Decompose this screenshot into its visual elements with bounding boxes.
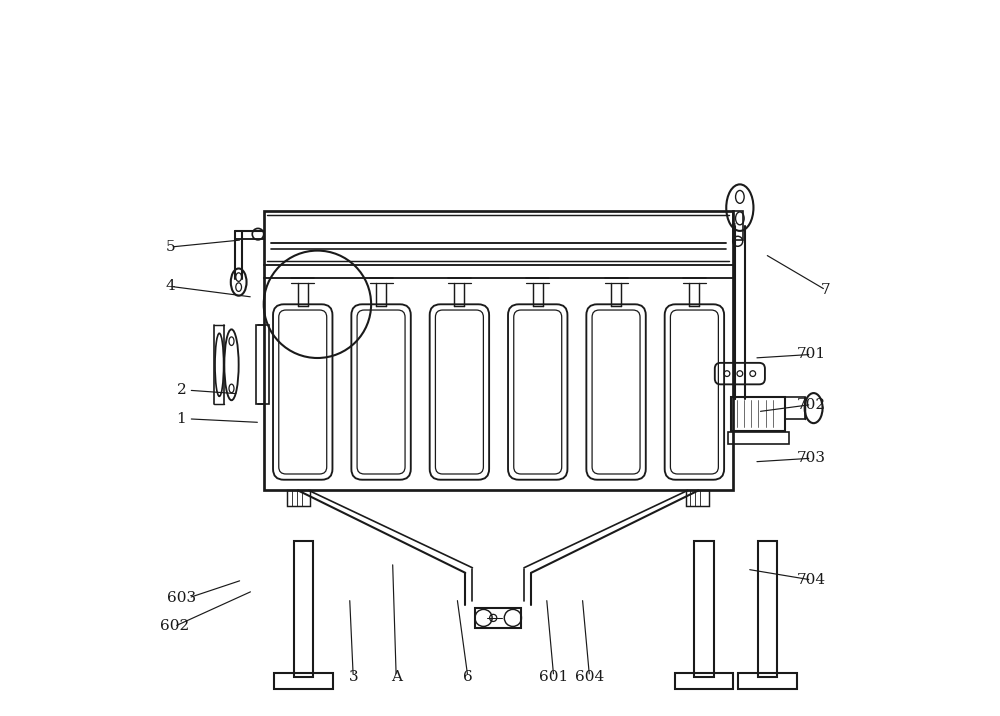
Text: 601: 601 — [539, 669, 568, 684]
Text: 7: 7 — [821, 283, 831, 297]
Text: 5: 5 — [166, 240, 175, 254]
Text: A: A — [391, 669, 402, 684]
Bar — [731, 397, 785, 431]
Text: 4: 4 — [166, 279, 176, 294]
Text: 703: 703 — [797, 451, 826, 465]
Text: 6: 6 — [463, 669, 473, 684]
Text: 701: 701 — [797, 347, 826, 362]
Bar — [686, 490, 709, 506]
Text: 2: 2 — [177, 383, 186, 397]
Bar — [728, 432, 789, 444]
Bar — [738, 673, 797, 689]
Bar — [274, 673, 333, 689]
Text: 603: 603 — [167, 591, 196, 605]
Bar — [264, 211, 733, 490]
Text: 702: 702 — [797, 397, 826, 412]
Text: 604: 604 — [575, 669, 604, 684]
Bar — [785, 397, 805, 419]
Bar — [758, 541, 777, 677]
Text: 704: 704 — [797, 573, 826, 587]
Bar — [675, 673, 733, 689]
Bar — [256, 325, 269, 404]
Text: 3: 3 — [348, 669, 358, 684]
Bar — [475, 608, 521, 628]
Bar — [733, 211, 743, 240]
Text: 1: 1 — [177, 412, 186, 426]
Bar — [287, 490, 310, 506]
Bar — [694, 541, 714, 677]
Text: 602: 602 — [160, 619, 189, 634]
Bar — [294, 541, 313, 677]
